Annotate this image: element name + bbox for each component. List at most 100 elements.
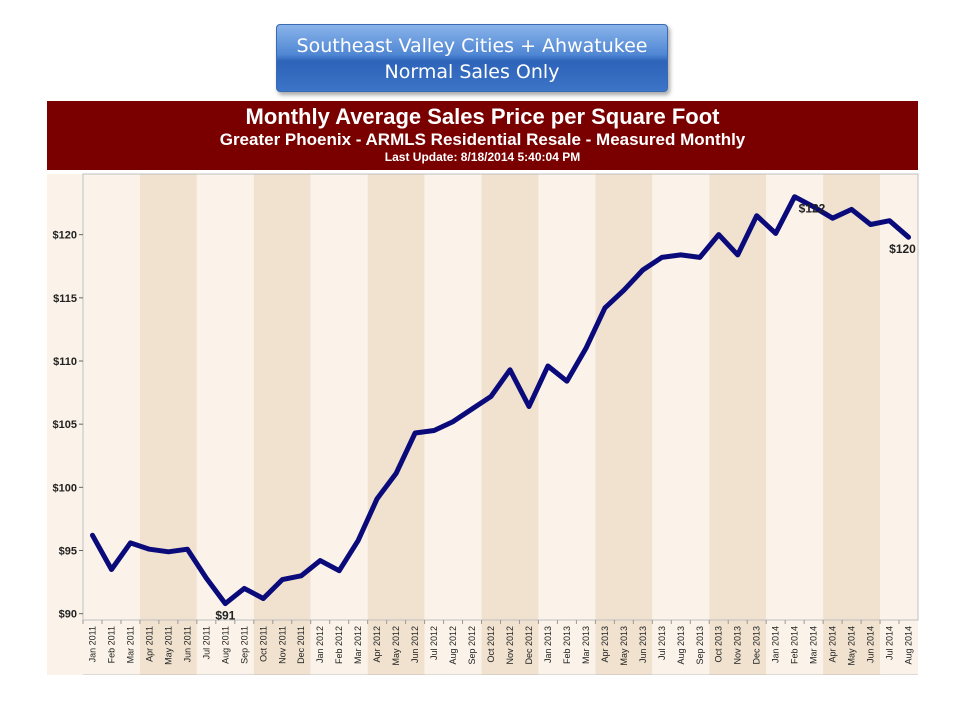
x-tick-label: Aug 2014 [904,626,914,665]
axis-label-band [139,620,197,675]
quarter-band [83,174,140,620]
x-tick-label: Jun 2013 [638,626,648,663]
data-point [678,252,683,258]
x-tick-label: Aug 2013 [676,626,686,665]
quarter-band [652,174,710,620]
x-tick-label: Oct 2013 [714,626,724,663]
y-tick-label: $115 [53,293,77,305]
x-tick-label: Jul 2013 [657,626,667,660]
chart-title: Monthly Average Sales Price per Square F… [245,104,720,129]
data-point [223,601,228,606]
data-point [450,419,456,424]
quarter-band [766,174,824,620]
x-tick-label: May 2011 [163,626,173,665]
x-tick-label: Jan 2011 [87,626,97,662]
axis-label-band [766,620,824,675]
x-tick-label: Jun 2011 [182,626,192,662]
x-tick-label: Nov 2013 [733,626,743,665]
line-chart: $90 $95 $100 $105 $110 $115 $120 Jan 2011 Feb 20… [47,173,919,675]
x-tick-label: Sep 2011 [239,626,249,664]
data-point [887,218,892,223]
y-tick-label: $90 [59,609,77,621]
data-point [735,252,740,258]
chart-subtitle: Greater Phoenix - ARMLS Residential Resa… [219,130,746,149]
axis-label-band [481,620,539,675]
x-tick-label: Jan 2014 [771,626,781,663]
x-tick-label: Nov 2012 [505,626,515,665]
data-point [621,288,627,293]
quarter-band [139,174,197,620]
quarter-band [538,174,596,620]
data-point [526,404,532,409]
data-label: $122 [799,202,826,216]
x-tick-label: Feb 2013 [562,626,572,664]
x-tick-label: Feb 2011 [106,626,116,663]
x-tick-label: Dec 2011 [296,626,306,664]
axis-label-band [83,620,140,675]
data-point [185,547,190,552]
data-point [754,213,759,218]
x-tick-label: Jun 2012 [410,626,420,663]
data-point [811,204,816,210]
data-point [716,232,721,237]
data-point [773,231,778,236]
data-point [697,255,702,260]
x-tick-label: May 2013 [619,626,629,666]
data-point [545,363,551,369]
x-tick-label: Jan 2013 [543,626,553,663]
quarter-band [424,174,482,620]
data-point [109,567,114,572]
x-tick-label: Jul 2014 [885,626,895,660]
x-tick-label: Jul 2012 [429,626,439,660]
data-point [412,430,418,436]
x-tick-label: Apr 2014 [828,626,838,663]
data-point [261,596,266,601]
y-axis-background [47,174,83,675]
quarter-band [253,174,311,620]
x-tick-label: Mar 2013 [581,626,591,664]
chart-frame: Monthly Average Sales Price per Square F… [47,101,919,675]
data-label: $120 [889,242,916,256]
x-tick-label: Jun 2014 [866,626,876,663]
data-point [830,216,835,221]
x-tick-label: Oct 2012 [486,626,496,663]
data-point [355,538,361,543]
data-point [640,267,646,273]
data-point [166,549,171,554]
axis-label-band [424,620,482,675]
y-tick-label: $105 [53,419,77,431]
axis-label-band [367,620,425,675]
quarter-band [310,174,368,620]
quarter-band [823,174,881,620]
data-point [583,346,589,351]
data-point [280,577,285,582]
chart-header: Monthly Average Sales Price per Square F… [47,101,918,170]
data-point [849,207,854,212]
data-point [488,394,494,399]
x-tick-label: May 2012 [391,626,401,666]
x-tick-label: Nov 2011 [277,626,287,664]
x-tick-label: Jan 2012 [315,626,325,663]
axis-label-band [253,620,311,675]
x-tick-label: Apr 2012 [372,626,382,663]
quarter-band [367,174,425,620]
x-tick-label: Oct 2011 [258,626,268,662]
axis-label-band [310,620,368,675]
y-tick-label: $95 [59,546,77,558]
x-tick-label: Mar 2012 [353,626,363,664]
data-point [90,533,95,538]
axis-label-band [652,620,710,675]
data-point [374,496,380,501]
data-label: $91 [215,609,235,623]
x-tick-label: Aug 2012 [448,626,458,665]
data-point [242,586,247,591]
data-point [507,367,513,373]
data-point [792,194,797,199]
x-tick-label: Apr 2013 [600,626,610,663]
y-tick-label: $110 [53,356,77,368]
quarter-band [196,174,254,620]
x-tick-label: Sep 2012 [467,626,477,665]
axis-label-band [823,620,881,675]
x-tick-label: Dec 2012 [524,626,534,665]
data-point [431,428,437,433]
